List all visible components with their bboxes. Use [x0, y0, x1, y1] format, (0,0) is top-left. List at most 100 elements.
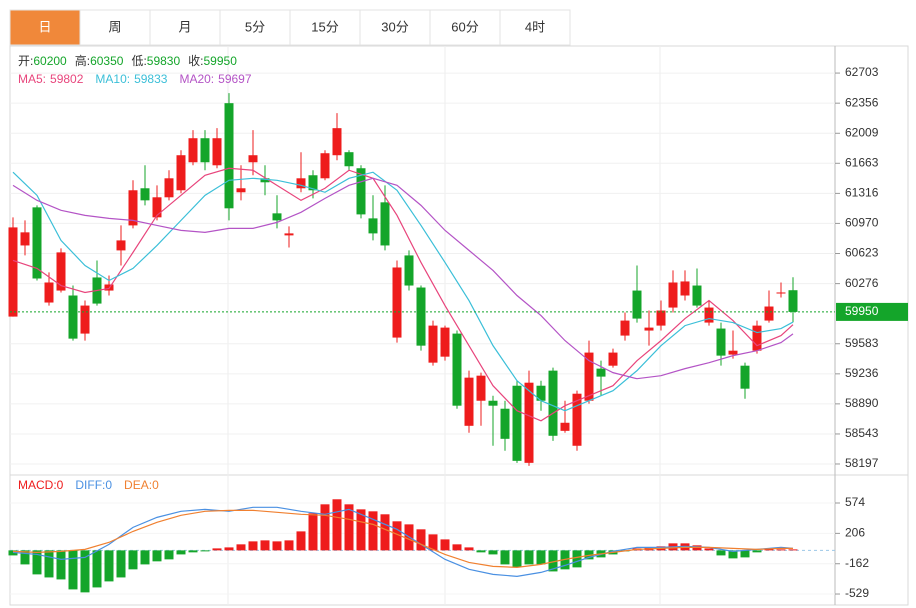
macd-bar — [272, 541, 282, 551]
macd-bar — [104, 550, 114, 582]
y-tick-label: -529 — [845, 586, 869, 600]
macd-bar — [752, 550, 762, 553]
y-tick-label: -162 — [845, 556, 869, 570]
macd-bar — [368, 511, 378, 551]
macd-bar — [536, 550, 546, 565]
candle-body — [308, 175, 318, 191]
candle-body — [260, 178, 270, 183]
tab-label[interactable]: 4时 — [525, 19, 545, 34]
ohlc-key: 低: — [131, 54, 146, 68]
tab[interactable] — [499, 9, 571, 46]
candle-body — [428, 325, 438, 363]
tab[interactable] — [359, 9, 431, 46]
tab-label[interactable]: 60分 — [451, 19, 478, 34]
last-price-label: 59950 — [845, 304, 879, 318]
macd-bar — [476, 550, 486, 553]
tab-label[interactable]: 30分 — [381, 19, 408, 34]
candle-body — [224, 103, 234, 209]
macd-bar — [464, 547, 474, 551]
ohlc-value: 60350 — [90, 54, 124, 68]
tab-label[interactable]: 月 — [178, 19, 191, 34]
candle-body — [68, 295, 78, 339]
ohlc-key: 高: — [75, 53, 90, 68]
tab[interactable] — [289, 9, 361, 46]
macd-bar — [44, 550, 54, 578]
macd-bar — [452, 544, 462, 551]
macd-bar — [92, 550, 102, 588]
candle-body — [668, 282, 678, 308]
candle-body — [56, 252, 66, 291]
line-series — [12, 167, 794, 422]
macd-bar — [20, 550, 30, 565]
legend-value: 59802 — [50, 72, 84, 86]
macd-bar — [56, 550, 66, 580]
last-price-box — [836, 302, 908, 321]
candle-body — [572, 393, 582, 446]
candle-body — [620, 320, 630, 336]
candle-body — [236, 188, 246, 193]
candle-body — [368, 218, 378, 234]
macd-bar — [248, 541, 258, 551]
macd-bar — [704, 548, 714, 551]
legend-value: 0 — [105, 478, 112, 492]
candle-body — [788, 290, 798, 312]
line-series — [12, 509, 793, 568]
macd-bar — [80, 550, 90, 593]
macd-bar — [740, 550, 750, 558]
candle-body — [500, 408, 510, 439]
y-tick-label: 61663 — [845, 155, 879, 169]
macd-bar — [500, 550, 510, 565]
candle-body — [332, 128, 342, 156]
candle-body — [560, 422, 570, 431]
macd-bar — [212, 548, 222, 551]
candle-body — [128, 190, 138, 226]
candle-body — [20, 232, 30, 246]
candle-body — [296, 178, 306, 189]
ohlc-key: 开: — [18, 54, 33, 68]
candle-body — [356, 168, 366, 215]
y-tick-label: 60276 — [845, 276, 879, 290]
macd-bar — [260, 540, 270, 551]
macd-bar — [128, 550, 138, 570]
candle-body — [176, 155, 186, 191]
tab[interactable] — [9, 9, 81, 46]
tab-label[interactable]: 日 — [38, 19, 51, 34]
candle-body — [452, 333, 462, 406]
candle-body — [8, 227, 18, 317]
tab[interactable] — [149, 9, 221, 46]
ma-legend: MA5: 59802 MA10: 59833 MA20: 59697 — [18, 72, 252, 86]
tab-label[interactable]: 5分 — [245, 19, 265, 34]
line-series — [12, 506, 794, 577]
candle-body — [596, 368, 606, 377]
macd-bar — [308, 513, 318, 551]
candle-body — [188, 138, 198, 163]
tab[interactable] — [429, 9, 501, 46]
candle-body — [608, 352, 618, 366]
candle-body — [164, 178, 174, 198]
macd-bar — [164, 550, 174, 560]
candle-body — [464, 377, 474, 426]
y-tick-label: 62009 — [845, 125, 879, 139]
legend-name: MA20: — [179, 72, 214, 86]
macd-bar — [524, 550, 534, 565]
macd-legend: MACD:0 DIFF:0 DEA:0 — [18, 478, 159, 492]
y-tick-label: 60970 — [845, 216, 879, 230]
macd-bar — [776, 549, 786, 551]
candle-body — [212, 138, 222, 166]
ohlc-value: 60200 — [33, 54, 67, 68]
tab-label[interactable]: 15分 — [311, 19, 338, 34]
macd-bar — [68, 550, 78, 590]
macd-bar — [152, 550, 162, 562]
tab[interactable] — [79, 9, 151, 46]
tab-label[interactable]: 周 — [108, 19, 121, 34]
macd-bar — [320, 504, 330, 551]
macd-bar — [236, 544, 246, 551]
ohlc-key: 收: — [188, 54, 203, 68]
legend-value: 59833 — [134, 72, 168, 86]
line-series — [12, 171, 794, 412]
candle-body — [524, 382, 534, 463]
candle-body — [392, 267, 402, 338]
candle-body — [548, 370, 558, 436]
